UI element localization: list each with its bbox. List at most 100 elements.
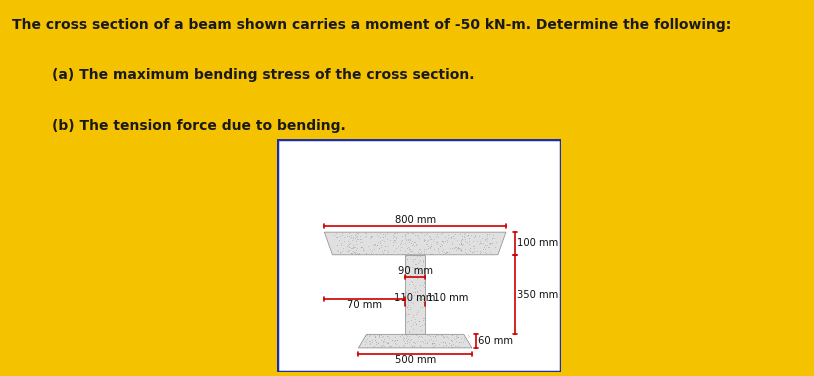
Point xyxy=(405,240,418,246)
Point xyxy=(473,241,486,247)
Point xyxy=(385,251,398,257)
Point xyxy=(333,238,346,244)
Point xyxy=(370,242,383,248)
Point xyxy=(343,244,356,250)
Point xyxy=(334,249,347,255)
Point xyxy=(402,328,415,334)
Point xyxy=(418,340,431,346)
Point xyxy=(392,343,405,349)
Point xyxy=(346,245,359,251)
Point xyxy=(392,243,405,249)
Point xyxy=(403,281,416,287)
Point xyxy=(409,232,422,238)
Point xyxy=(399,312,412,318)
Point xyxy=(413,246,426,252)
Point xyxy=(380,333,393,339)
Point xyxy=(441,334,454,340)
Point xyxy=(403,306,416,312)
Point xyxy=(380,247,393,253)
Point xyxy=(422,245,435,251)
Point xyxy=(344,250,357,256)
Point xyxy=(460,238,473,244)
Text: 70 mm: 70 mm xyxy=(347,300,382,310)
Point xyxy=(435,238,449,244)
Point xyxy=(457,234,470,240)
Point xyxy=(414,270,427,276)
Point xyxy=(403,264,416,270)
Point xyxy=(425,340,438,346)
Point xyxy=(374,230,387,236)
Point xyxy=(475,249,488,255)
Text: The cross section of a beam shown carries a moment of -50 kN-m. Determine the fo: The cross section of a beam shown carrie… xyxy=(12,18,732,32)
Point xyxy=(352,251,365,257)
Point xyxy=(374,244,387,250)
Point xyxy=(399,236,412,242)
Point xyxy=(344,245,357,251)
Point xyxy=(416,299,429,305)
Point xyxy=(434,243,447,249)
Point xyxy=(449,338,462,344)
Point xyxy=(486,251,499,257)
Point xyxy=(403,237,416,243)
Point xyxy=(424,243,437,249)
Point xyxy=(392,250,405,256)
Point xyxy=(404,273,417,279)
Polygon shape xyxy=(324,232,506,255)
Point xyxy=(418,298,431,304)
Point xyxy=(436,238,449,244)
Point xyxy=(426,344,439,350)
Point xyxy=(449,335,462,341)
Point xyxy=(409,311,422,317)
Point xyxy=(390,235,403,241)
Point xyxy=(414,333,427,339)
Point xyxy=(411,289,424,295)
Point xyxy=(407,292,420,298)
Point xyxy=(388,337,401,343)
Point xyxy=(421,340,434,346)
Point xyxy=(451,343,464,349)
Point xyxy=(336,249,349,255)
Point xyxy=(406,300,419,306)
Point xyxy=(484,240,497,246)
Point xyxy=(462,241,475,247)
Point xyxy=(444,337,457,343)
Point xyxy=(399,302,412,308)
Point xyxy=(400,304,414,310)
Text: (a) The maximum bending stress of the cross section.: (a) The maximum bending stress of the cr… xyxy=(52,68,475,82)
Point xyxy=(480,233,493,239)
Point xyxy=(337,234,350,240)
Point xyxy=(341,238,354,244)
Point xyxy=(440,239,453,245)
Point xyxy=(400,229,414,235)
Point xyxy=(335,230,348,236)
Point xyxy=(407,326,420,332)
Point xyxy=(436,332,449,338)
Point xyxy=(445,332,458,338)
Point xyxy=(435,231,448,237)
Point xyxy=(401,302,414,308)
Point xyxy=(400,319,414,325)
Point xyxy=(479,246,492,252)
Point xyxy=(434,332,447,338)
Point xyxy=(457,344,470,350)
Point xyxy=(405,238,418,244)
Point xyxy=(414,287,427,293)
Point xyxy=(467,248,480,254)
Point xyxy=(373,245,386,251)
Point xyxy=(479,236,492,242)
Point xyxy=(365,249,378,255)
Point xyxy=(371,344,384,350)
Point xyxy=(418,337,431,343)
Point xyxy=(342,244,355,250)
Point xyxy=(416,304,429,310)
Point xyxy=(365,233,378,239)
Point xyxy=(408,261,421,267)
Point xyxy=(435,238,449,244)
Point xyxy=(329,251,342,257)
Point xyxy=(462,247,475,253)
Point xyxy=(455,243,468,249)
Point xyxy=(410,264,423,270)
Point xyxy=(436,239,449,245)
Point xyxy=(441,235,454,241)
Point xyxy=(418,268,431,274)
